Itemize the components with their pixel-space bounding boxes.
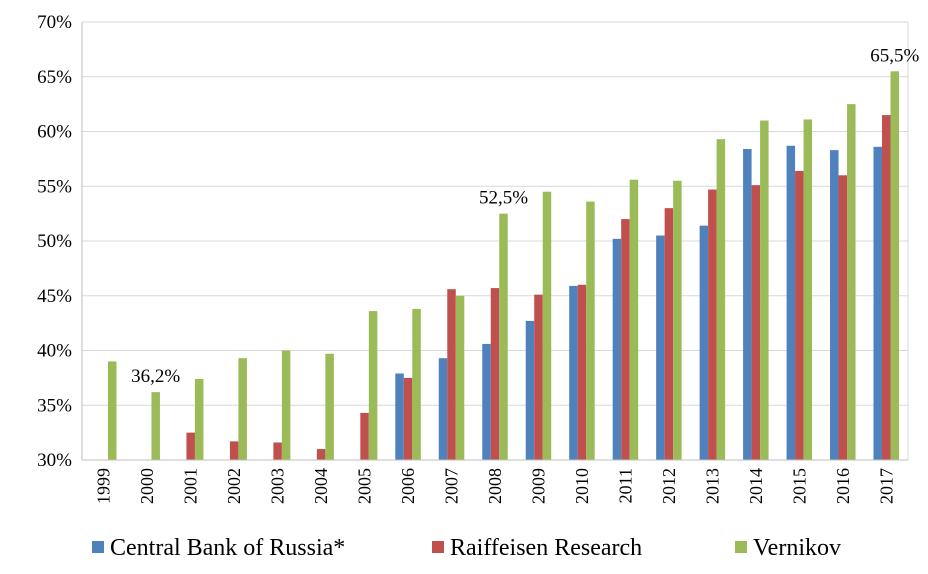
legend-label: Central Bank of Russia* [110,535,345,561]
x-tick-label: 2005 [355,468,375,504]
y-tick-label: 50% [37,231,72,252]
bar-raiffeisen-research-2014 [751,185,761,460]
y-tick-label: 40% [37,341,72,362]
bar-vernikov-2007 [455,295,465,460]
x-tick-label: 2000 [137,468,157,504]
bar-raiffeisen-research-2010 [577,284,587,460]
bar-raiffeisen-research-2001 [186,432,195,460]
x-tick-label: 2003 [268,468,288,504]
bar-raiffeisen-research-2015 [795,170,804,461]
bar-vernikov-2005 [368,311,378,460]
x-tick-label: 2001 [181,468,201,504]
bar-vernikov-2016 [847,104,856,460]
bar-vernikov-2013 [716,139,726,461]
bar-vernikov-2006 [412,308,421,460]
x-tick-label: 2011 [615,468,635,503]
bar-raiffeisen-research-2016 [838,175,848,461]
bar-vernikov-2000 [151,392,160,460]
x-tick-label: 2015 [789,468,809,504]
y-tick-label: 35% [37,395,72,416]
x-tick-label: 2012 [659,468,679,504]
bar-raiffeisen-research-2011 [621,219,630,460]
bar-vernikov-2015 [803,119,813,460]
bar-raiffeisen-research-2017 [882,115,891,460]
y-tick-label: 55% [37,176,72,197]
bar-vernikov-2009 [542,191,552,460]
bar-central-bank-of-russia-2006 [395,373,404,460]
bar-vernikov-1999 [107,361,117,460]
bar-central-bank-of-russia-2017 [873,146,883,460]
x-tick-label: 2014 [746,468,766,504]
bar-central-bank-of-russia-2011 [612,238,622,460]
data-label: 65,5% [870,45,919,66]
x-tick-label: 2010 [572,468,592,504]
bar-vernikov-2001 [194,378,204,460]
x-tick-label: 2009 [528,468,548,504]
legend-swatch [735,541,747,553]
bar-vernikov-2002 [238,358,247,460]
y-tick-label: 65% [37,67,72,88]
bar-vernikov-2003 [281,350,291,460]
data-label: 36,2% [131,366,180,387]
x-tick-label: 2002 [224,468,244,504]
bar-vernikov-2011 [629,179,639,460]
data-label: 52,5% [479,188,528,209]
bar-central-bank-of-russia-2010 [569,285,578,460]
bar-raiffeisen-research-2004 [316,449,326,460]
bar-central-bank-of-russia-2012 [656,235,665,460]
bar-central-bank-of-russia-2007 [438,358,448,460]
x-tick-label: 2013 [702,468,722,504]
bar-raiffeisen-research-2007 [447,289,456,460]
x-tick-label: 2008 [485,468,505,504]
x-tick-label: 1999 [94,468,114,504]
bar-vernikov-2014 [760,120,769,461]
bar-raiffeisen-research-2012 [664,208,674,460]
bar-central-bank-of-russia-2016 [830,150,839,461]
bar-vernikov-2004 [325,353,334,460]
y-tick-label: 45% [37,286,72,307]
legend-label: Vernikov [753,535,841,561]
bar-vernikov-2012 [673,180,682,460]
x-tick-label: 2006 [398,468,418,504]
bar-raiffeisen-research-2003 [273,442,282,460]
bar-raiffeisen-research-2008 [490,288,500,460]
legend-label: Raiffeisen Research [450,535,642,561]
legend-swatch [92,541,104,553]
bar-raiffeisen-research-2005 [360,412,369,460]
bar-vernikov-2010 [586,201,595,460]
x-tick-label: 2016 [833,468,853,504]
legend-swatch [432,541,444,553]
bar-central-bank-of-russia-2013 [699,225,709,460]
bar-central-bank-of-russia-2009 [525,320,535,460]
bar-raiffeisen-research-2002 [229,441,239,460]
bar-vernikov-2017 [890,71,900,461]
bar-raiffeisen-research-2006 [403,377,413,460]
x-tick-label: 2004 [311,468,331,504]
bar-central-bank-of-russia-2015 [786,145,796,461]
y-tick-label: 30% [37,450,72,471]
y-tick-label: 60% [37,122,72,143]
y-tick-label: 70% [37,12,72,33]
bar-raiffeisen-research-2009 [534,294,543,460]
bar-raiffeisen-research-2013 [708,189,717,460]
x-tick-label: 2017 [876,468,896,504]
bar-central-bank-of-russia-2008 [482,343,491,460]
x-tick-label: 2007 [442,468,462,504]
bar-central-bank-of-russia-2014 [743,149,752,460]
bar-vernikov-2008 [499,213,508,460]
